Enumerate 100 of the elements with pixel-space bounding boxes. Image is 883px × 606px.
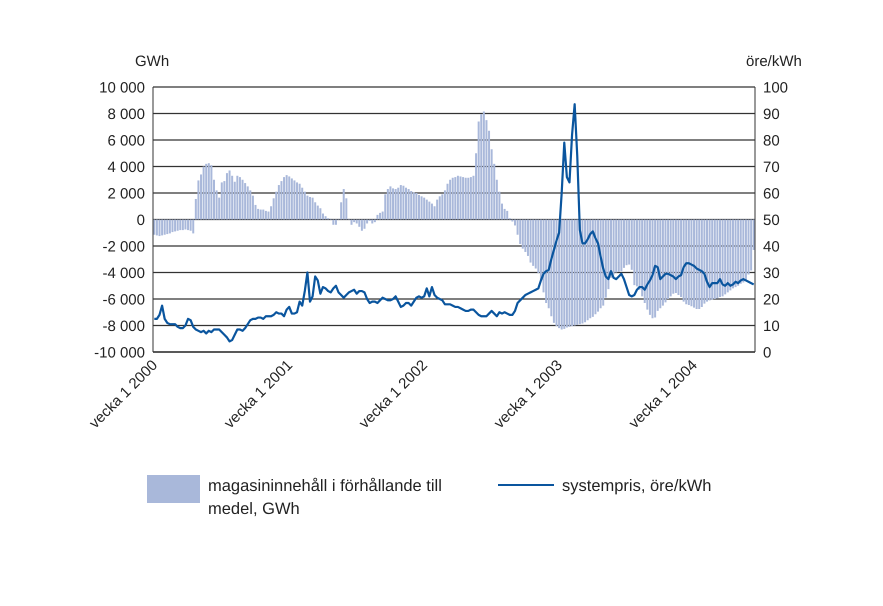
bar	[750, 220, 752, 271]
bar	[293, 180, 296, 220]
bar	[677, 220, 680, 296]
bar	[532, 220, 534, 266]
bar	[304, 192, 306, 220]
bar	[438, 196, 441, 220]
line-series	[153, 103, 755, 342]
bar	[238, 177, 241, 220]
bar	[171, 220, 174, 232]
bar	[688, 220, 690, 305]
bar	[228, 170, 231, 220]
bar	[729, 220, 732, 290]
bar	[426, 200, 428, 220]
bar	[174, 220, 176, 232]
bar	[744, 220, 747, 280]
bar	[202, 166, 205, 220]
bar	[552, 220, 555, 323]
bar	[187, 220, 190, 230]
bar	[283, 177, 286, 220]
y-tick-label: 10 000	[99, 79, 145, 96]
bar	[708, 220, 711, 300]
bar	[592, 220, 594, 317]
bar	[718, 220, 721, 298]
bar	[584, 220, 586, 322]
bar	[462, 177, 464, 220]
bar	[379, 212, 382, 220]
y-tick-label: 2 000	[107, 185, 145, 202]
bar	[460, 176, 462, 220]
bar	[680, 220, 682, 298]
bar	[522, 220, 524, 249]
bar	[402, 186, 404, 220]
bar	[597, 220, 600, 312]
bar	[316, 206, 319, 220]
bar	[693, 220, 696, 308]
bar	[226, 173, 228, 220]
bar	[620, 220, 622, 272]
bar	[296, 182, 298, 220]
y2-tick-label: 50	[763, 212, 780, 229]
bar	[246, 186, 249, 220]
bar	[358, 220, 360, 227]
bar	[674, 220, 677, 294]
y-tick-label: 0	[136, 212, 145, 229]
bar	[420, 196, 423, 220]
y-axis-title: GWh	[135, 53, 170, 70]
bar	[244, 183, 246, 220]
bar	[737, 220, 740, 286]
y2-tick-label: 40	[763, 238, 780, 256]
bar	[166, 220, 168, 234]
bar	[576, 220, 578, 325]
bar	[482, 112, 485, 220]
bar	[278, 185, 280, 220]
y2-tick-label: 10	[763, 318, 780, 335]
y2-tick-label: 0	[763, 344, 772, 362]
bar	[423, 198, 426, 220]
bar	[456, 176, 459, 220]
bar	[470, 177, 472, 220]
y2-tick-label: 100	[763, 79, 788, 96]
bar	[724, 220, 726, 294]
bar	[153, 220, 156, 235]
bar	[563, 220, 566, 329]
bar	[732, 220, 734, 288]
bar	[286, 175, 288, 220]
legend-label: systempris, öre/kWh	[562, 476, 712, 497]
bar	[312, 198, 314, 220]
bar	[400, 185, 402, 220]
bar	[667, 220, 670, 299]
bar	[464, 178, 467, 220]
bar	[392, 188, 394, 220]
bar	[205, 164, 208, 220]
bar	[257, 208, 260, 220]
bar	[356, 220, 358, 224]
bar	[360, 220, 363, 231]
bar	[560, 220, 563, 330]
bar	[418, 194, 420, 220]
bar	[568, 220, 570, 327]
bar	[156, 220, 158, 236]
y2-tick-label: 70	[763, 158, 780, 176]
bar	[734, 220, 737, 288]
bar	[452, 178, 454, 220]
bar	[371, 220, 374, 224]
bar	[446, 184, 449, 220]
bar	[700, 220, 703, 307]
bar	[182, 220, 184, 230]
bar	[430, 204, 433, 220]
bar	[324, 216, 327, 220]
bar	[742, 220, 744, 282]
bar	[415, 193, 418, 220]
y-tick-label: -10 000	[94, 344, 145, 362]
bar	[556, 220, 558, 326]
bar	[242, 180, 244, 220]
y-tick-label: 4 000	[107, 158, 145, 176]
bar	[306, 196, 308, 220]
bar	[524, 220, 526, 252]
bar	[376, 214, 378, 220]
bar	[652, 220, 654, 318]
bar	[664, 220, 666, 302]
bar	[342, 189, 345, 220]
bar	[618, 220, 620, 272]
bar	[386, 189, 389, 220]
bar	[706, 220, 708, 302]
